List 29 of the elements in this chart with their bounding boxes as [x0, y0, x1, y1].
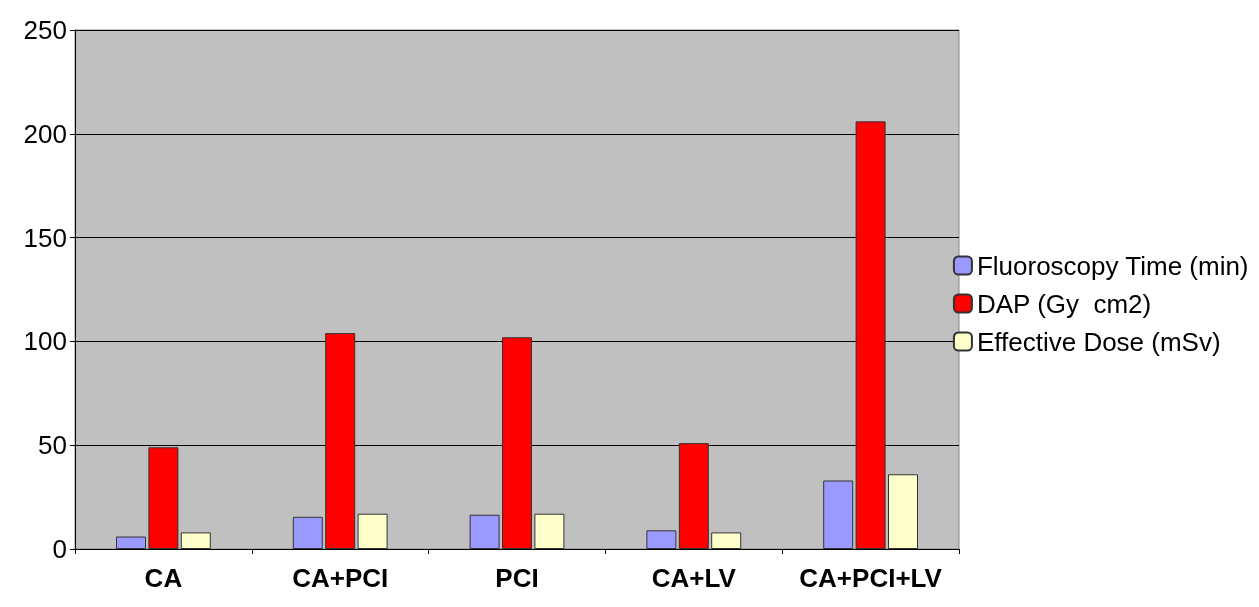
y-tick-label: 250 [23, 15, 67, 45]
y-tick-label: 50 [38, 430, 67, 461]
bar [678, 443, 709, 549]
bar [534, 513, 565, 549]
bar [292, 516, 323, 549]
legend-label: Effective Dose (mSv) [976, 326, 1221, 357]
bar [148, 447, 179, 549]
x-tick-label: PCI [495, 563, 539, 593]
bar [180, 532, 211, 549]
bar [116, 536, 146, 549]
y-tick-label: 150 [23, 222, 67, 253]
x-tick-label: CA+PCI [292, 563, 389, 593]
legend-label: DAP (Gy cm2) [976, 288, 1152, 319]
bar [646, 530, 677, 549]
bar [711, 532, 742, 549]
legend-label: Fluoroscopy Time (min) [976, 250, 1249, 281]
bar [823, 480, 854, 549]
bar [325, 333, 356, 549]
y-tick-label: 0 [52, 534, 67, 564]
x-tick-label: CA+LV [651, 563, 737, 593]
x-tick-label: CA [144, 563, 183, 593]
y-tick-label: 200 [23, 118, 67, 149]
bar [855, 121, 886, 549]
x-tick-label: CA+PCI+LV [799, 563, 943, 593]
bar [888, 474, 918, 549]
bar [357, 513, 388, 549]
bar [469, 514, 500, 549]
y-tick-label: 100 [23, 326, 67, 357]
bar [502, 337, 532, 549]
